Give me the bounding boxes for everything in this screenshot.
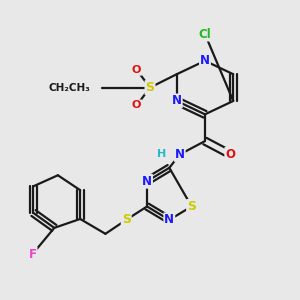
Text: O: O — [225, 148, 235, 161]
Text: S: S — [122, 213, 131, 226]
Text: N: N — [200, 54, 210, 67]
Text: O: O — [132, 100, 141, 110]
Text: N: N — [175, 148, 185, 161]
Text: S: S — [146, 81, 154, 94]
Text: H: H — [157, 149, 167, 160]
Text: N: N — [164, 213, 174, 226]
Text: F: F — [28, 248, 37, 260]
Text: Cl: Cl — [199, 28, 212, 40]
Text: N: N — [142, 175, 152, 188]
Text: O: O — [132, 65, 141, 75]
Text: S: S — [187, 200, 196, 213]
Text: N: N — [172, 94, 182, 107]
Text: CH₂CH₃: CH₂CH₃ — [49, 82, 91, 93]
